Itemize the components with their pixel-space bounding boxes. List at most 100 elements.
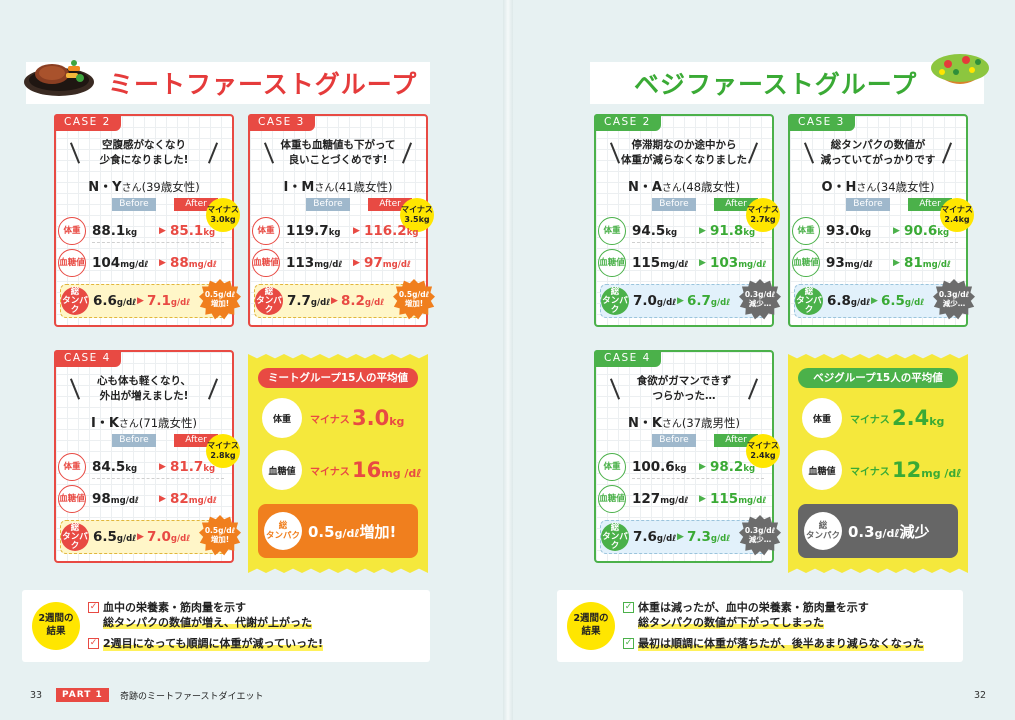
unit: mg /dℓ (381, 467, 422, 480)
honorific: さん (661, 183, 682, 194)
unit: g/dℓ (874, 526, 900, 540)
unit: mg/dℓ (922, 260, 951, 270)
label-line: タンパク (62, 295, 88, 315)
protein-row: 総タンパク 7.0g/dℓ ▶ 6.7g/dℓ 0.3g/dℓ 減少… (600, 279, 781, 320)
protein-change-badge: 0.5g/dℓ 増加! (199, 279, 241, 320)
person-info: I・Kさん(71歳女性) (56, 412, 232, 431)
arrow-icon: ▶ (893, 258, 900, 268)
badge-line: 3.0kg (210, 215, 236, 224)
person-name: N・K (627, 416, 662, 431)
sugar-label: 血糖値 (252, 249, 280, 277)
arrow-icon: ▶ (699, 462, 706, 472)
weight-before: 100.6kg (632, 459, 686, 475)
quote-line: 体重も血糖値も下がって (280, 139, 396, 151)
value: 103 (710, 255, 739, 271)
suffix: 減少 (899, 522, 930, 541)
arrow-icon: ▶ (677, 296, 684, 306)
quote-line: 体重が減らなくなりました (621, 154, 747, 166)
checkbox-icon: ✓ (623, 638, 634, 649)
unit: kg (203, 228, 216, 238)
value: 113 (286, 255, 315, 271)
person-info: I・Mさん(41歳女性) (250, 176, 426, 195)
weight-label: 体重 (252, 217, 280, 245)
badge-line: 0.3g/dℓ (744, 526, 776, 535)
weight-label: 体重 (58, 453, 86, 481)
label-line: 総 (70, 286, 80, 297)
person-info: N・Aさん(48歳女性) (596, 176, 772, 195)
result-item: ✓ 体重は減ったが、血中の栄養素・筋肉量を示す 総タンパクの数値が下がってしまった (623, 600, 869, 630)
protein-change-badge: 0.5g/dℓ 増加! (199, 515, 241, 556)
unit: g/dℓ (334, 526, 360, 540)
protein-label: 総タンパク (601, 523, 629, 551)
badge-line: マイナス (401, 205, 433, 214)
unit: mg/dℓ (188, 496, 217, 506)
result-text: 総タンパクの数値が増え、代謝が上がった (103, 616, 312, 629)
badge-line: 増加! (210, 299, 230, 308)
before-label: Before (306, 198, 350, 211)
protein-before: 6.6g/dℓ (93, 293, 136, 309)
quote-line: 空腹感がなくなり (102, 139, 186, 151)
average-protein-value: 0.5g/dℓ増加! (308, 521, 396, 542)
weight-after: 81.7kg (170, 459, 215, 475)
arrow-icon: ▶ (159, 258, 166, 268)
meat-case-2-card: CASE 2 空腹感がなくなり 少食になりました! N・Yさん(39歳女性) B… (54, 114, 241, 327)
badge-line: マイナス (207, 205, 239, 214)
unit: kg (328, 228, 341, 238)
protein-after: 6.5g/dℓ (881, 293, 924, 309)
person-age: (37歳男性) (681, 416, 741, 430)
meat-case-4-card: CASE 4 心も体も軽くなり、 外出が増えました! I・Kさん(71歳女性) … (54, 350, 241, 563)
badge-line: 2.7kg (750, 215, 776, 224)
unit: g/dℓ (364, 298, 385, 308)
weight-row: 体重 84.5kg ▶ 81.7kg (56, 453, 232, 481)
sugar-before: 98mg/dℓ (92, 491, 139, 507)
arrow-icon: ▶ (353, 226, 360, 236)
arrow-icon: ▶ (159, 226, 166, 236)
unit: kg (743, 464, 756, 474)
value: 6.5 (881, 293, 905, 309)
sugar-before: 93mg/dℓ (826, 255, 873, 271)
quote-line: 心も体も軽くなり、 (96, 375, 192, 387)
result-item: ✓ 2週目になっても順調に体重が減っていった! (88, 636, 324, 651)
unit: mg/dℓ (110, 496, 139, 506)
value: 0.5 (308, 522, 335, 541)
weight-change-badge: マイナス 3.5kg (400, 198, 434, 232)
average-title: ミートグループ15人の平均値 (258, 368, 418, 388)
person-age: (48歳女性) (681, 180, 741, 194)
value: 8.2 (341, 293, 365, 309)
weight-row: 体重 93.0kg ▶ 90.6kg (790, 217, 966, 245)
protein-row: 総タンパク 7.6g/dℓ ▶ 7.3g/dℓ 0.3g/dℓ 減少… (600, 515, 781, 556)
quote-line: 外出が増えました! (99, 390, 189, 402)
badge-line: 3.5kg (404, 215, 430, 224)
veg-group-header: ベジファーストグループ (590, 62, 984, 104)
value: 7.7 (287, 293, 311, 309)
unit: g/dℓ (170, 534, 191, 544)
average-title: ベジグループ15人の平均値 (798, 368, 958, 388)
weight-after: 98.2kg (710, 459, 755, 475)
average-weight-row: 体重 マイナス 2.4kg (788, 396, 968, 440)
minus-label: マイナス (310, 466, 350, 478)
dashed-divider (92, 242, 224, 243)
weight-before: 84.5kg (92, 459, 137, 475)
value: 115 (632, 255, 661, 271)
value: 6.6 (93, 293, 117, 309)
unit: mg/dℓ (738, 496, 767, 506)
case-tab: CASE 3 (248, 114, 315, 131)
quote-line: 少食になりました! (99, 154, 189, 166)
badge-line: 2週間の (38, 613, 74, 624)
badge-line: 結果 (581, 626, 601, 637)
honorific: さん (661, 419, 682, 430)
weight-before: 94.5kg (632, 223, 677, 239)
page-gutter (503, 0, 513, 720)
unit: mg/dℓ (120, 260, 149, 270)
label-line: 総 (278, 521, 288, 531)
checkbox-icon: ✓ (88, 602, 99, 613)
value: 88.1 (92, 223, 126, 239)
weight-label: 体重 (792, 217, 820, 245)
result-text: 総タンパクの数値が下がってしまった (638, 616, 825, 629)
minus-label: マイナス (850, 414, 890, 426)
unit: g/dℓ (710, 534, 731, 544)
person-info: N・Yさん(39歳女性) (56, 176, 232, 195)
arrow-icon: ▶ (137, 532, 144, 542)
label-line: 総 (70, 522, 80, 533)
badge-line: 0.5g/dℓ (204, 290, 236, 299)
